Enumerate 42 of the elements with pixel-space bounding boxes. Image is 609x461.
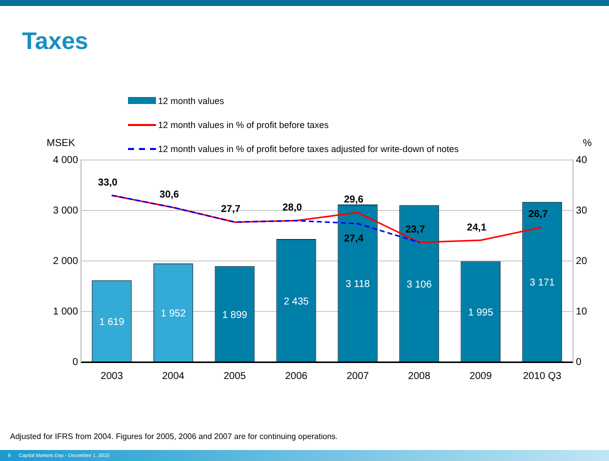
text: Adjusted for IFRS from 2004. Figures for 2005, 2006 and 2007 are for continuing operations. [10,432,338,441]
data-label: 29,6 [344,194,364,206]
y2-axis-title: % [582,138,592,149]
y-tick-label: 2 000 [52,256,78,267]
data-label: 1 952 [160,308,186,320]
data-label: 1 995 [468,307,494,318]
legend-label: 12 month values [158,96,224,106]
data-label: 30,6 [160,189,180,200]
data-label: 1 899 [222,310,248,321]
data-label: 24,1 [466,222,487,234]
y-tick-label: 4 000 [52,154,78,166]
y2-tick-label: 0 [576,356,582,368]
y2-tick-label: 40 [576,154,588,166]
y2-tick-label: 10 [576,306,588,318]
data-label: 3 171 [530,278,556,289]
data-label: 23,7 [405,224,426,236]
data-label: 33,0 [98,177,118,188]
x-tick-label: 2005 [224,370,246,382]
data-label: 27,4 [344,234,364,245]
y2-tick-label: 30 [576,205,588,216]
x-tick-label: 2008 [408,370,431,382]
data-label: 2 435 [284,296,310,308]
x-tick-label: 2010 Q3 [522,370,562,382]
y-axis-title: MSEK [46,138,76,149]
x-tick-label: 2007 [346,370,370,382]
x-tick-label: 2009 [470,370,492,382]
y-tick-label: 0 [72,356,78,368]
y-tick-label: 1 000 [52,306,78,318]
y2-tick-label: 20 [576,256,588,267]
x-tick-label: 2003 [100,370,124,382]
x-tick-label: 2004 [162,370,185,382]
data-label: 28,0 [282,202,302,214]
data-label: 27,7 [220,204,241,216]
x-tick-label: 2006 [285,370,308,382]
data-label: 1 619 [99,316,125,328]
legend-label: 12 month values in % of profit before taxes [158,120,329,130]
chart-title: Taxes [22,28,88,56]
legend-label: 12 month values in % of profit before taxes adjusted for write-down of notes [158,144,459,154]
data-label: 3 106 [406,279,432,290]
y-tick-label: 3 000 [52,205,78,216]
data-label: 26,7 [528,209,548,220]
data-label: 3 118 [346,279,370,290]
